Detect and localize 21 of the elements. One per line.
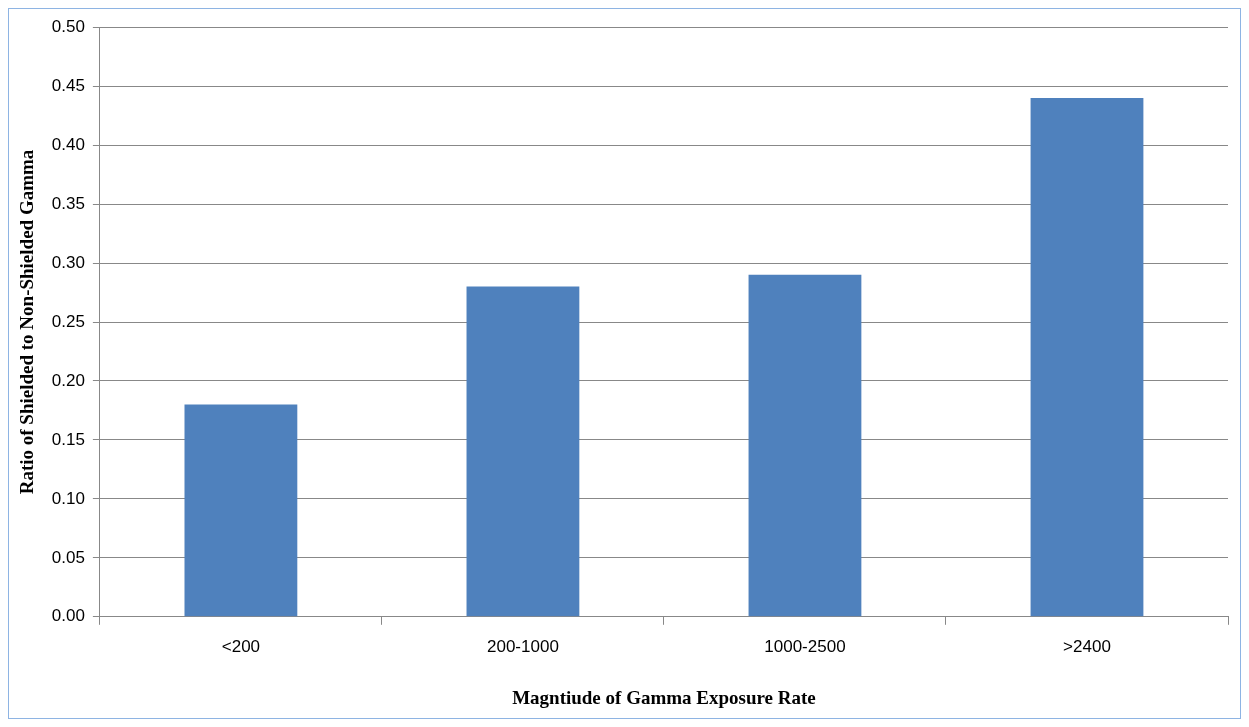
bar xyxy=(1030,97,1144,617)
y-tick-label: 0.40 xyxy=(51,134,85,154)
bar xyxy=(748,274,862,617)
bar xyxy=(184,404,298,617)
y-tick-label: 0.10 xyxy=(51,488,85,508)
x-tick-label: >2400 xyxy=(1063,636,1111,656)
y-tick-label: 0.05 xyxy=(51,547,85,567)
x-tick-label: 200-1000 xyxy=(487,636,559,656)
y-tick-label: 0.30 xyxy=(51,252,85,272)
y-tick-label: 0.25 xyxy=(51,311,85,331)
y-axis-title: Ratio of Shielded to Non-Shielded Gamma xyxy=(16,149,38,495)
x-tick-label: <200 xyxy=(221,636,261,656)
y-tick-label: 0.15 xyxy=(51,429,85,449)
bar xyxy=(466,286,580,617)
x-axis-title: Magntiude of Gamma Exposure Rate xyxy=(512,686,816,708)
x-tick-label: 1000-2500 xyxy=(764,636,846,656)
y-tick-label: 0.20 xyxy=(51,370,85,390)
y-tick-label: 0.50 xyxy=(51,16,85,36)
y-tick-label: 0.35 xyxy=(51,193,85,213)
y-tick-label: 0.45 xyxy=(51,75,85,95)
y-tick-label: 0.00 xyxy=(51,606,85,626)
